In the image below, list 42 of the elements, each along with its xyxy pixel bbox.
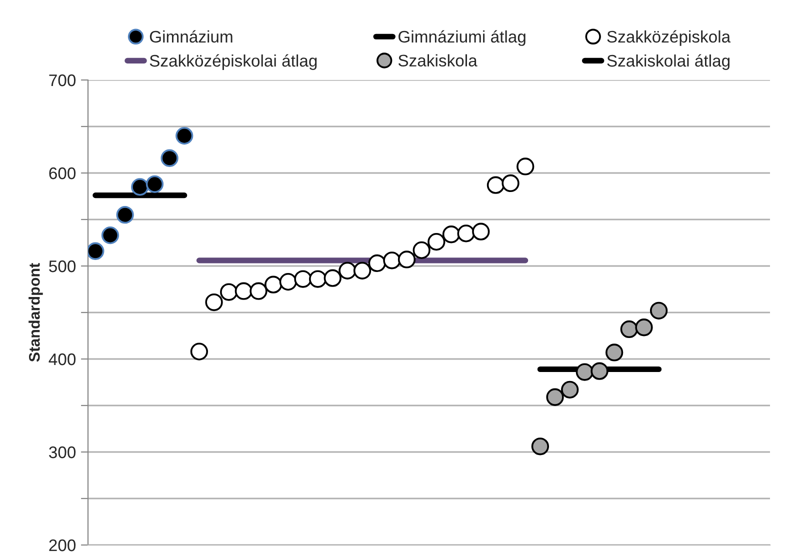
y-tick-label: 500 (49, 260, 76, 272)
point (101, 226, 120, 244)
point (383, 252, 401, 270)
point (428, 232, 446, 251)
point (88, 242, 104, 260)
y-tick-label: 200 (49, 539, 76, 552)
point (546, 388, 564, 406)
point (160, 149, 178, 167)
point (176, 126, 194, 145)
y-tick-label: 700 (49, 74, 76, 86)
point (353, 262, 372, 280)
point (368, 254, 386, 272)
point (472, 222, 490, 240)
y-axis-title: Standardpont (28, 263, 43, 362)
point (502, 174, 520, 192)
point (338, 262, 356, 280)
point (146, 175, 164, 193)
point (606, 344, 624, 362)
point (620, 320, 638, 338)
legend-label: Szakközépiskolai átlag (150, 54, 317, 70)
legend-label: Gimnázium (150, 30, 232, 43)
point (116, 206, 134, 224)
point (531, 438, 550, 456)
point (412, 241, 430, 260)
legend-label: Gimnáziumi átlag (398, 30, 526, 46)
point (650, 302, 668, 320)
point (590, 362, 608, 380)
point (398, 250, 416, 268)
y-tick-label: 300 (49, 446, 76, 458)
y-tick-label: 600 (49, 167, 76, 180)
point (131, 178, 149, 196)
point (190, 342, 208, 360)
point (635, 318, 653, 336)
point (205, 293, 223, 312)
point (324, 269, 342, 287)
legend-label: Szakiskolai átlag (607, 54, 730, 70)
legend-label: Szakiskola (398, 54, 478, 67)
point (516, 158, 534, 176)
point (561, 380, 579, 399)
y-tick-label: 400 (48, 353, 76, 366)
legend-label: Szakközépiskola (607, 30, 731, 46)
point (576, 363, 594, 381)
